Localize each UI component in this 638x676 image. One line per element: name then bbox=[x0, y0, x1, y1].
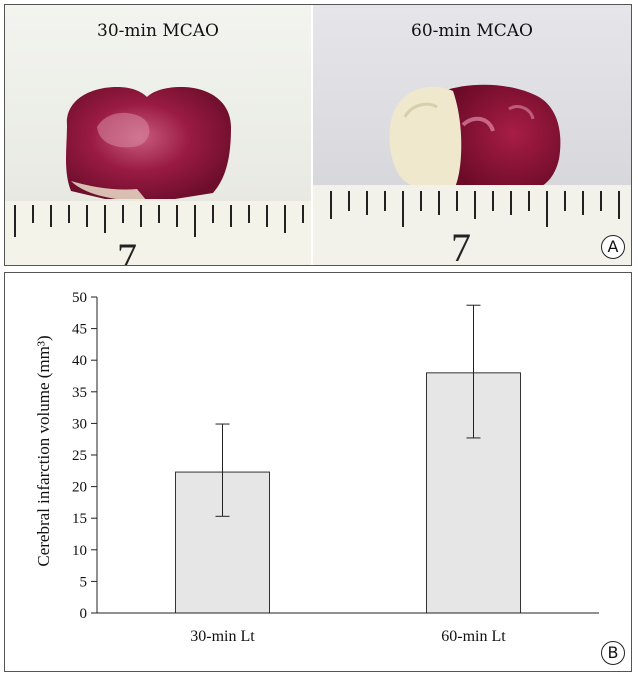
photo-label-60-min: 60-min MCAO bbox=[411, 21, 533, 41]
photo-60-min-mcao: 7 60-min MCAO bbox=[313, 5, 631, 265]
ruler-ticks-right bbox=[330, 191, 620, 227]
panel-b-chart: 0 5 10 15 20 25 30 35 40 45 50 30-min Lt 60-min Lt … bbox=[4, 272, 632, 672]
photo-30-min-mcao: 7 30-min MCAO bbox=[5, 5, 311, 265]
y-tick-label: 15 bbox=[72, 511, 87, 527]
y-tick-label: 50 bbox=[72, 290, 87, 306]
y-tick-label: 30 bbox=[72, 416, 87, 432]
y-tick-label: 10 bbox=[72, 543, 87, 559]
brain-slice-30-min-illustration: 7 bbox=[5, 5, 311, 265]
y-tick-label: 25 bbox=[72, 448, 87, 464]
y-axis: 0 5 10 15 20 25 30 35 40 45 50 bbox=[72, 290, 98, 622]
x-tick-label: 60-min Lt bbox=[441, 628, 506, 645]
x-tick-label: 30-min Lt bbox=[190, 628, 255, 645]
photo-label-30-min: 30-min MCAO bbox=[97, 21, 219, 41]
y-tick-label: 45 bbox=[72, 322, 87, 338]
bars bbox=[175, 304, 521, 614]
y-tick-label: 20 bbox=[72, 480, 87, 496]
brain-slice-60-min-illustration: 7 bbox=[313, 5, 631, 265]
panel-a-photos: 7 30-min MCAO bbox=[4, 4, 632, 266]
y-tick-label: 35 bbox=[72, 385, 87, 401]
y-tick-label: 5 bbox=[80, 574, 88, 590]
y-axis-label: Cerebral infarction volume (mm³) bbox=[34, 335, 53, 566]
panel-a-badge: A bbox=[601, 235, 625, 259]
y-tick-label: 40 bbox=[72, 353, 87, 369]
y-tick-label: 0 bbox=[80, 606, 88, 622]
ruler-number-left: 7 bbox=[117, 235, 137, 265]
x-axis: 30-min Lt 60-min Lt bbox=[97, 612, 599, 645]
panel-b-badge: B bbox=[601, 641, 625, 665]
ruler-ticks-left bbox=[14, 205, 304, 237]
ruler-number-right: 7 bbox=[451, 225, 471, 265]
